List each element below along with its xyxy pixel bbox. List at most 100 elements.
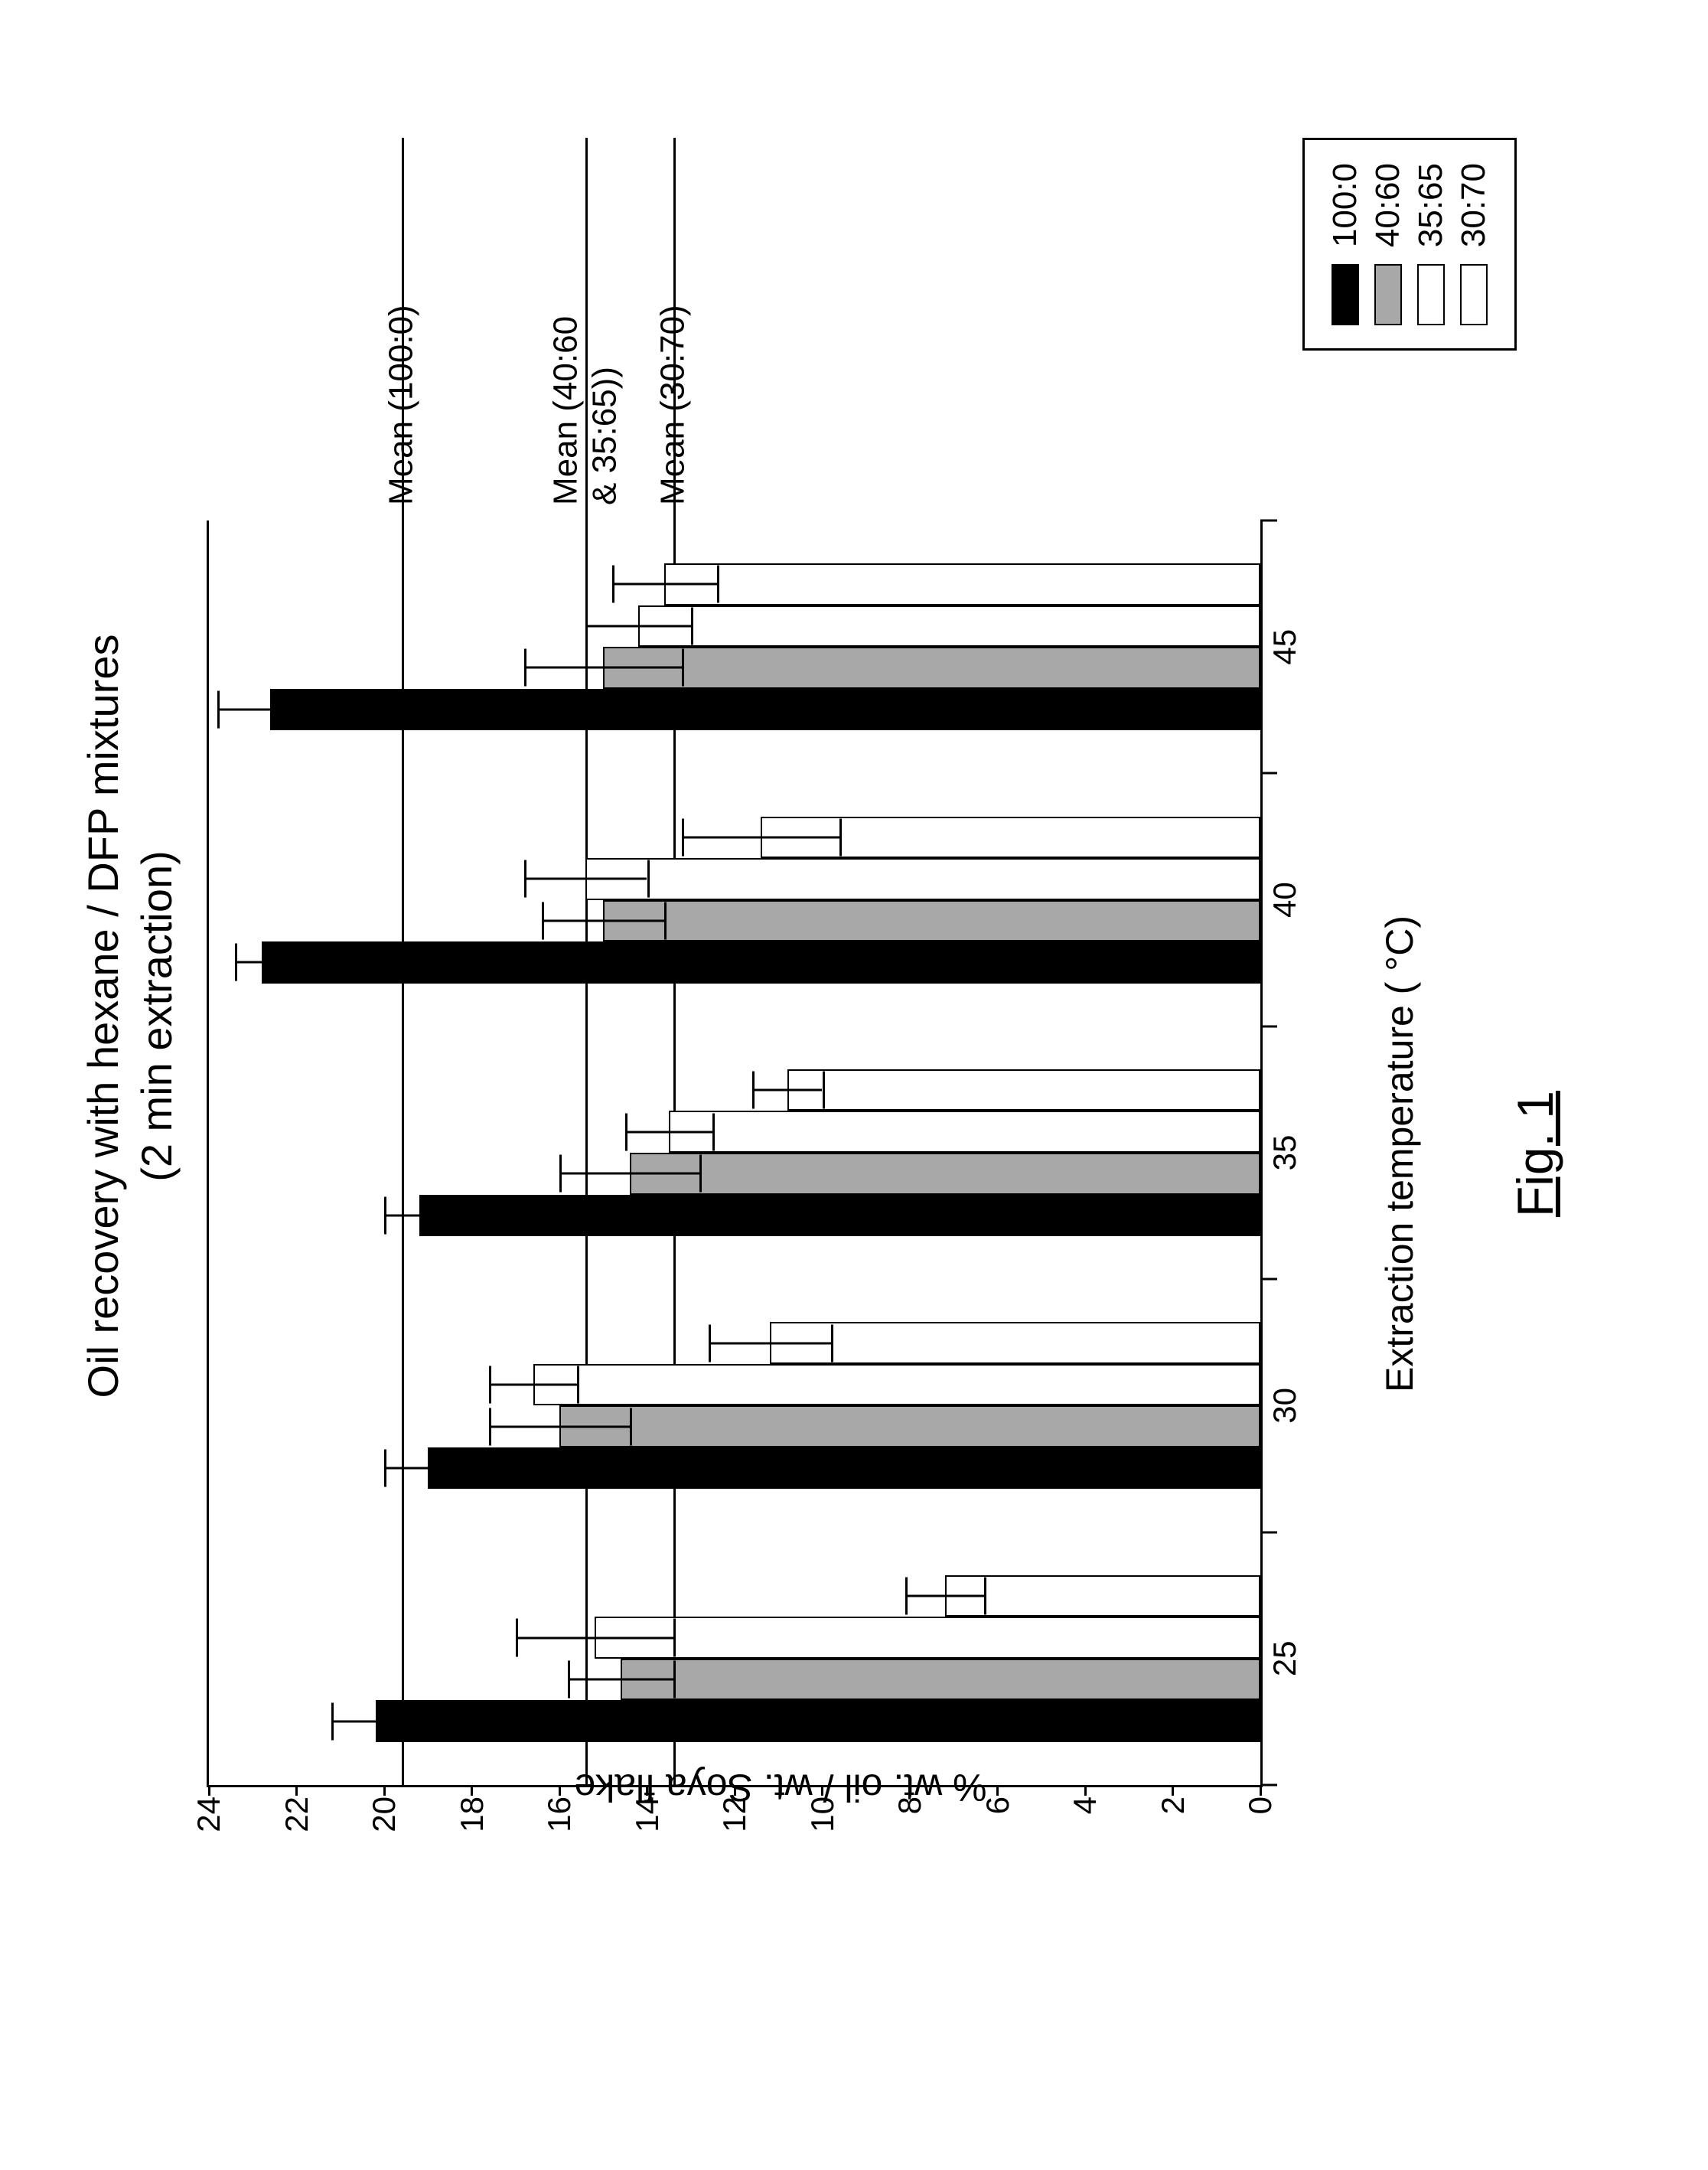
error-bar-stem: [905, 1595, 984, 1597]
bar: [787, 1069, 1260, 1111]
bar: [621, 1659, 1260, 1701]
bar: [630, 1153, 1260, 1195]
error-bar-stem: [489, 1384, 577, 1386]
bar: [603, 900, 1260, 942]
y-tick-mark: [646, 1785, 648, 1796]
y-tick-mark: [1172, 1785, 1174, 1796]
y-tick-label: 18: [454, 1796, 491, 1850]
error-bar-cap: [752, 1072, 755, 1109]
error-bar-cap: [612, 566, 614, 603]
y-tick-mark: [821, 1785, 823, 1796]
y-tick-label: 22: [279, 1796, 315, 1850]
bar: [559, 1405, 1260, 1447]
error-bar-stem: [489, 1425, 629, 1428]
x-tick-mark: [1260, 772, 1277, 775]
error-bar-cap: [691, 607, 693, 644]
y-tick-label: 24: [191, 1796, 227, 1850]
error-bar-stem: [612, 583, 717, 586]
bar: [585, 858, 1260, 900]
error-bar-cap: [585, 607, 588, 644]
error-bar-cap: [235, 944, 237, 981]
y-tick-mark: [559, 1785, 561, 1796]
x-tick-mark: [1260, 1784, 1277, 1787]
x-tick-label: 25: [1266, 1640, 1303, 1676]
legend-label: 100:0: [1326, 163, 1364, 247]
x-tick-label: 30: [1266, 1388, 1303, 1424]
y-tick-label: 6: [979, 1796, 1016, 1850]
plot-wrap: % wt. oil / wt. Soya flake 0246810121416…: [207, 138, 1354, 1894]
error-bar-cap: [717, 566, 719, 603]
y-tick-mark: [471, 1785, 473, 1796]
x-tick-label: 45: [1266, 629, 1303, 665]
x-tick-mark: [1260, 1531, 1277, 1533]
error-bar-stem: [625, 1131, 713, 1133]
y-tick-mark: [734, 1785, 736, 1796]
x-tick-label: 35: [1266, 1135, 1303, 1171]
error-bar-cap: [577, 1366, 579, 1404]
error-bar-cap: [839, 818, 842, 856]
error-bar-cap: [489, 1366, 491, 1404]
error-bar-cap: [559, 1155, 562, 1193]
bar: [770, 1322, 1260, 1364]
mean-line-label: Mean (100:0): [383, 305, 422, 505]
error-bar-cap: [568, 1661, 570, 1698]
bar: [270, 689, 1260, 731]
error-bar-stem: [585, 625, 690, 627]
bar: [262, 941, 1260, 984]
error-bar-cap: [331, 1702, 334, 1740]
error-bar-cap: [384, 1196, 386, 1234]
error-bar-cap: [630, 1408, 632, 1445]
mean-line-label: Mean (40:60& 35:65)): [547, 316, 624, 505]
error-bar-cap: [384, 1450, 386, 1487]
error-bar-stem: [384, 1214, 455, 1216]
error-bar-cap: [682, 818, 684, 856]
chart-title: Oil recovery with hexane / DFP mixtures …: [77, 138, 184, 1894]
error-bar-stem: [524, 878, 647, 880]
legend-swatch: [1374, 264, 1402, 325]
legend-item: 40:60: [1369, 163, 1407, 325]
chart-title-line2: (2 min extraction): [132, 850, 181, 1182]
error-bar-cap: [472, 1450, 474, 1487]
y-tick-label: 16: [541, 1796, 578, 1850]
error-bar-stem: [752, 1089, 823, 1092]
error-bar-stem: [709, 1342, 831, 1344]
legend-swatch: [1417, 264, 1445, 325]
x-axis-label: Extraction temperature ( °C): [1377, 138, 1422, 2170]
bar: [533, 1364, 1260, 1406]
y-tick-label: 2: [1155, 1796, 1191, 1850]
legend: 100:040:6035:6530:70: [1302, 138, 1517, 351]
y-tick-mark: [1084, 1785, 1087, 1796]
error-bar-stem: [682, 836, 839, 838]
legend-item: 35:65: [1412, 163, 1450, 325]
error-bar-cap: [682, 649, 684, 687]
error-bar-stem: [235, 961, 288, 964]
error-bar-stem: [542, 919, 664, 922]
error-bar-cap: [288, 944, 290, 981]
error-bar-stem: [217, 708, 322, 710]
y-tick-mark: [208, 1785, 210, 1796]
plot-area: 024681012141618202224Mean (100:0)Mean (4…: [207, 520, 1263, 1787]
error-bar-cap: [712, 1113, 715, 1150]
error-bar-cap: [664, 902, 667, 939]
y-tick-label: 4: [1067, 1796, 1103, 1850]
error-bar-cap: [905, 1578, 908, 1615]
bar: [638, 605, 1260, 648]
error-bar-cap: [455, 1196, 457, 1234]
error-bar-stem: [568, 1679, 673, 1681]
y-tick-label: 8: [891, 1796, 928, 1850]
error-bar-cap: [984, 1578, 986, 1615]
error-bar-stem: [384, 1467, 472, 1470]
x-tick-mark: [1260, 520, 1277, 522]
error-bar-cap: [489, 1408, 491, 1445]
bar: [595, 1617, 1260, 1659]
legend-item: 100:0: [1326, 163, 1364, 325]
error-bar-stem: [331, 1720, 419, 1722]
error-bar-cap: [524, 649, 526, 687]
error-bar-cap: [673, 1619, 676, 1656]
figure-label: Fig. 1: [1506, 138, 1564, 2170]
bar: [419, 1195, 1260, 1237]
bar: [376, 1700, 1260, 1742]
bar: [664, 563, 1260, 605]
error-bar-cap: [542, 902, 544, 939]
error-bar-stem: [516, 1636, 673, 1639]
